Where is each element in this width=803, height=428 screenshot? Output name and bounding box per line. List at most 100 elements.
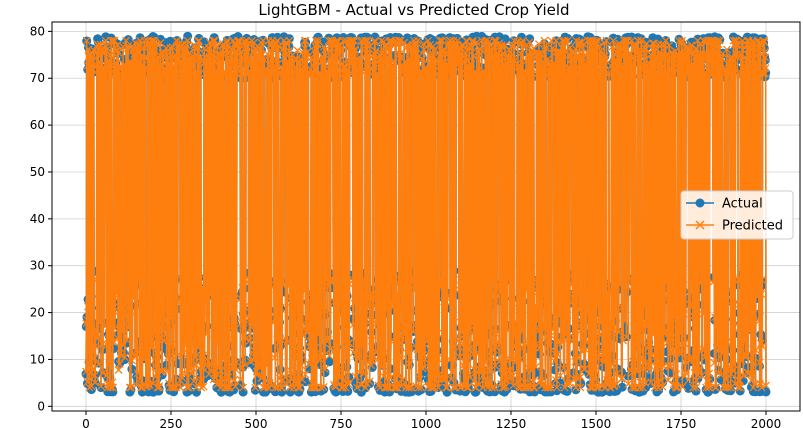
predicted-point — [247, 322, 256, 331]
predicted-point — [348, 36, 357, 45]
predicted-point — [467, 60, 476, 68]
predicted-point — [443, 383, 452, 392]
x-tick-label: 0 — [82, 417, 90, 428]
predicted-point — [410, 285, 419, 294]
predicted-point — [723, 383, 732, 392]
predicted-point — [565, 379, 574, 388]
predicted-point — [527, 69, 536, 78]
predicted-point — [258, 295, 267, 303]
predicted-point — [475, 44, 484, 53]
predicted-point — [660, 294, 669, 303]
legend-actual-label: Actual — [722, 197, 763, 212]
predicted-point — [245, 336, 254, 345]
predicted-point — [507, 42, 516, 51]
predicted-point — [287, 55, 295, 64]
predicted-point — [334, 365, 343, 374]
predicted-point — [522, 57, 530, 66]
predicted-point — [361, 316, 370, 325]
predicted-point — [510, 57, 519, 66]
predicted-point — [114, 366, 123, 374]
predicted-point — [446, 298, 455, 307]
predicted-point — [99, 369, 107, 377]
predicted-point — [253, 371, 261, 380]
predicted-point — [649, 330, 658, 339]
predicted-point — [182, 62, 191, 71]
predicted-point — [395, 371, 404, 380]
predicted-point — [593, 302, 601, 311]
predicted-point — [641, 358, 650, 367]
predicted-point — [321, 365, 329, 374]
predicted-point — [155, 382, 164, 391]
predicted-point — [362, 49, 371, 58]
predicted-point — [722, 45, 731, 54]
y-tick-label: 70 — [30, 71, 45, 85]
predicted-point — [470, 275, 479, 284]
predicted-point — [581, 286, 590, 295]
predicted-point — [393, 383, 402, 392]
predicted-point — [323, 334, 332, 343]
predicted-point — [636, 346, 645, 355]
predicted-point — [154, 383, 163, 392]
predicted-point — [562, 316, 571, 325]
predicted-point — [648, 298, 657, 307]
predicted-point — [136, 300, 145, 309]
predicted-point — [436, 36, 445, 45]
predicted-point — [670, 313, 679, 322]
predicted-point — [736, 318, 745, 327]
predicted-point — [185, 48, 194, 57]
predicted-point — [728, 339, 737, 347]
predicted-point — [461, 365, 470, 374]
predicted-point — [590, 45, 599, 54]
predicted-point — [355, 53, 364, 62]
predicted-point — [231, 382, 240, 391]
predicted-point — [284, 282, 293, 291]
predicted-point — [717, 306, 726, 315]
predicted-point — [541, 320, 549, 329]
predicted-point — [345, 339, 354, 347]
predicted-point — [122, 335, 131, 344]
predicted-point — [309, 383, 318, 392]
predicted-point — [710, 358, 719, 367]
predicted-point — [426, 346, 435, 355]
predicted-point — [160, 302, 169, 311]
predicted-point — [688, 63, 697, 72]
predicted-point — [450, 275, 459, 284]
predicted-point — [365, 68, 374, 76]
predicted-point — [124, 324, 133, 333]
predicted-point — [227, 275, 236, 284]
predicted-point — [125, 296, 134, 305]
predicted-point — [112, 290, 121, 299]
predicted-point — [114, 48, 123, 57]
predicted-point — [310, 58, 319, 67]
predicted-point — [306, 323, 315, 331]
predicted-point — [565, 290, 574, 298]
predicted-point — [577, 325, 586, 334]
predicted-point — [486, 296, 495, 305]
predicted-point — [557, 309, 566, 318]
predicted-point — [710, 69, 718, 78]
predicted-point — [596, 318, 605, 327]
predicted-point — [678, 382, 687, 391]
predicted-point — [570, 69, 579, 78]
predicted-point — [106, 383, 115, 392]
actual-point — [320, 368, 330, 378]
predicted-point — [359, 369, 368, 378]
predicted-point — [378, 352, 387, 361]
predicted-point — [141, 63, 150, 72]
predicted-point — [746, 327, 754, 335]
predicted-point — [736, 50, 745, 59]
predicted-point — [285, 36, 294, 45]
predicted-point — [657, 340, 666, 349]
predicted-point — [608, 324, 617, 333]
predicted-point — [373, 284, 382, 293]
predicted-point — [601, 55, 610, 64]
predicted-point — [576, 372, 585, 381]
predicted-point — [586, 66, 595, 75]
predicted-point — [363, 36, 372, 45]
predicted-point — [115, 63, 124, 72]
predicted-point — [469, 349, 478, 358]
predicted-point — [633, 367, 642, 376]
predicted-point — [593, 291, 602, 300]
predicted-point — [465, 326, 474, 335]
predicted-point — [197, 383, 206, 392]
